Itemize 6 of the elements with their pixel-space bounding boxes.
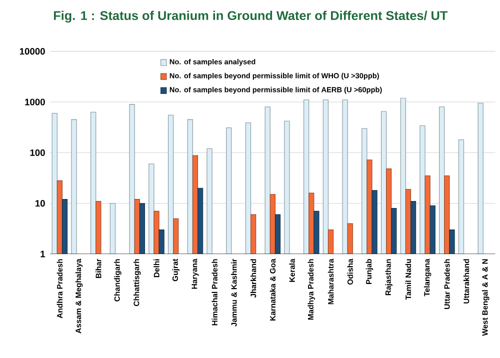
y-tick-label: 10 [35, 200, 45, 207]
y-tick-label: 10000 [20, 48, 45, 55]
chart-title: Fig. 1 : Status of Uranium in Ground Water of Different States/ UT [54, 10, 448, 23]
y-tick-label: 100 [30, 149, 45, 156]
y-tick-label: 1000 [25, 98, 45, 106]
y-tick-label: 1 [40, 250, 46, 258]
